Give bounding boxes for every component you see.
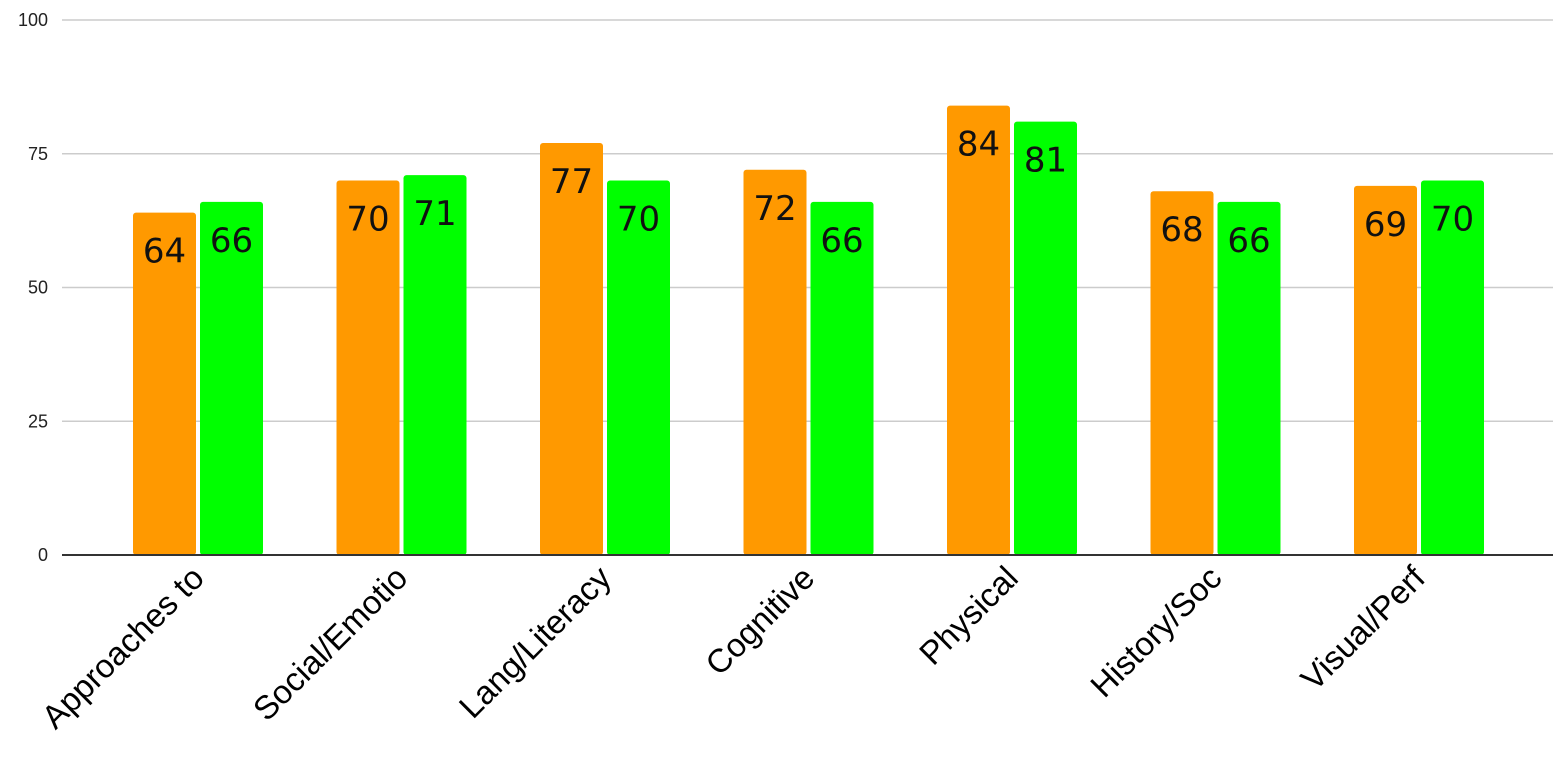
bar [133,212,196,555]
data-label: 77 [550,162,593,202]
data-label: 70 [617,200,660,240]
data-label: 70 [1431,200,1474,240]
bar [1354,185,1417,555]
y-tick-label: 50 [28,278,48,298]
x-tick-label: Cognitive [698,559,821,682]
x-tick-label: Social/Emotio [246,559,415,728]
bar [743,169,807,556]
y-tick-label: 100 [18,10,48,30]
data-label: 66 [1227,221,1270,261]
x-tick-label: Physical [912,559,1025,672]
data-label: 84 [957,125,1000,165]
y-tick-label: 0 [38,545,48,565]
data-label: 66 [210,221,253,261]
data-label: 64 [143,232,186,272]
data-labels: 64 66 70 71 77 70 72 66 84 81 68 66 69 70 [143,125,1474,272]
bar [1217,201,1281,555]
bar [947,105,1010,555]
bar [1014,121,1077,556]
bar [336,180,400,555]
bar [200,201,263,555]
data-label: 72 [753,189,796,229]
data-label: 69 [1364,205,1407,245]
bar [1150,191,1214,555]
bar [607,180,670,555]
gridlines [62,19,1553,422]
x-tick-label: Visual/Perf [1293,558,1432,697]
bar [1421,180,1484,555]
y-tick-label: 75 [28,144,48,164]
bars [133,105,1484,556]
x-tick-label: Lang/Literacy [452,558,619,725]
x-tick-label: Approaches to [34,559,211,736]
x-tick-label: History/Soc [1083,559,1228,704]
data-label: 81 [1024,141,1067,181]
bar [810,201,874,555]
data-label: 68 [1160,210,1203,250]
data-label: 71 [413,194,456,234]
y-axis-ticks: 0 25 50 75 100 [18,10,48,565]
data-label: 66 [820,221,863,261]
bar [403,175,467,555]
x-axis-ticks: Approaches to Social/Emotio Lang/Literacy C… [34,558,1432,735]
bar [540,143,603,556]
data-label: 70 [346,200,389,240]
y-tick-label: 25 [28,411,48,431]
